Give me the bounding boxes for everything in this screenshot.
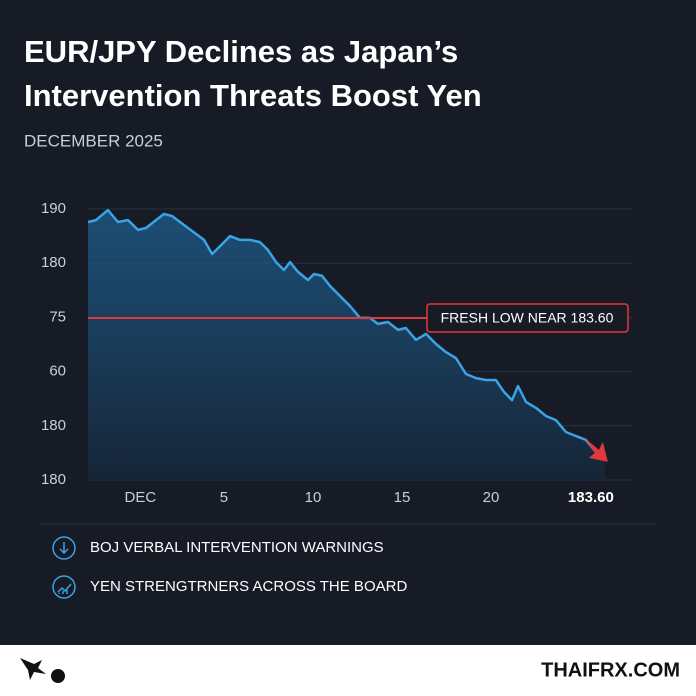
chart-title: Intervention Threats Boost Yen	[24, 78, 482, 113]
x-tick-label: 5	[220, 489, 228, 506]
x-tick-label: 10	[305, 489, 322, 506]
x-tick-label: 15	[394, 489, 411, 506]
end-label: 183.60	[568, 489, 614, 506]
y-tick-label: 75	[49, 308, 66, 325]
x-tick-label: 20	[483, 489, 500, 506]
brand: THAIFRX.COM	[541, 659, 680, 681]
plot: 190 180 75 60 180 180 DEC 5 10 15 20 183.60 FRESH LO…	[41, 200, 633, 506]
note-icon	[52, 575, 76, 599]
area	[88, 210, 605, 480]
y-tick-label: 180	[41, 471, 66, 488]
x-tick-label: DEC	[124, 489, 156, 506]
y-tick-label: 180	[41, 417, 66, 434]
chart-subtitle: DECEMBER 2025	[24, 131, 163, 150]
reference-label-box	[426, 303, 629, 333]
line	[87, 208, 606, 458]
logo-coin	[51, 669, 65, 683]
note: BOJ VERBAL INTERVENTION WARNINGS	[90, 539, 384, 556]
note: YEN STRENGTRNERS ACROSS THE BOARD	[90, 578, 407, 595]
y-tick-label: 190	[41, 200, 66, 217]
note-icon-chart	[57, 583, 72, 594]
y-tick-label: 60	[49, 363, 66, 380]
footer	[0, 645, 696, 696]
logo	[20, 658, 46, 680]
end-arrow	[584, 437, 608, 462]
chart-title: EUR/JPY Declines as Japan’s	[24, 34, 458, 69]
y-tick-label: 180	[41, 254, 66, 271]
reference-label: FRESH LOW NEAR 183.60	[441, 310, 614, 326]
note-icon	[52, 536, 76, 560]
note-icon-arrow	[59, 542, 69, 555]
